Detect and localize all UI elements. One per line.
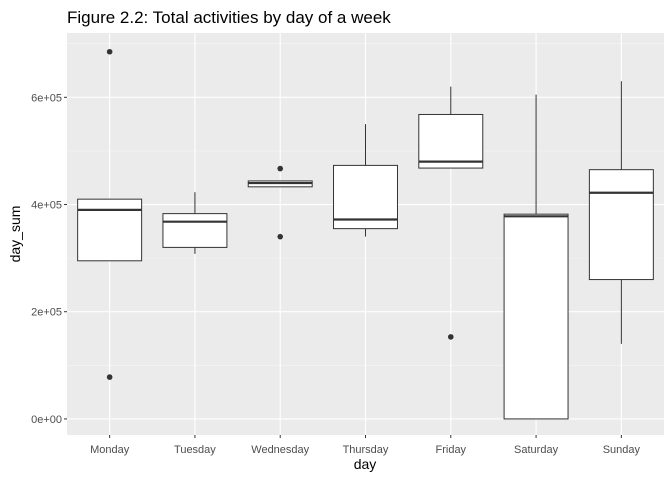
box-iqr (333, 164, 398, 230)
y-axis: 0e+00 2e+05 4e+05 6e+05 (31, 92, 67, 426)
y-tick-label: 6e+05 (31, 92, 62, 104)
x-axis-title: day (354, 456, 377, 472)
y-tick-label: 0e+00 (31, 414, 62, 426)
outlier-point (277, 165, 284, 172)
outlier-point (277, 233, 284, 240)
box-tuesday (162, 192, 228, 254)
x-tick-label: Monday (90, 444, 130, 456)
x-tick-label: Friday (436, 444, 467, 456)
x-axis: Monday Tuesday Wednesday Thursday Friday Satu… (90, 435, 641, 456)
box-series (77, 48, 654, 420)
box-iqr (77, 198, 143, 262)
y-axis-title: day_sum (7, 206, 23, 263)
box-iqr (588, 169, 654, 281)
box-saturday (503, 94, 569, 420)
outlier-point (106, 374, 113, 380)
box-thursday (333, 124, 398, 237)
box-iqr (162, 213, 228, 248)
x-tick-label: Thursday (343, 444, 389, 456)
x-tick-label: Sunday (603, 444, 641, 456)
box-monday (77, 48, 143, 380)
box-friday (418, 86, 484, 340)
x-tick-label: Tuesday (174, 444, 216, 456)
box-iqr (503, 213, 569, 420)
x-tick-label: Saturday (514, 444, 559, 456)
outlier-point (106, 48, 113, 55)
y-tick-label: 4e+05 (31, 200, 62, 212)
box-wednesday (247, 165, 313, 240)
outlier-point (447, 334, 454, 340)
x-tick-label: Wednesday (251, 444, 309, 456)
chart-title: Figure 2.2: Total activities by day of a… (67, 8, 391, 27)
box-iqr (418, 113, 484, 169)
y-tick-label: 2e+05 (31, 307, 62, 319)
box-sunday (588, 81, 654, 344)
